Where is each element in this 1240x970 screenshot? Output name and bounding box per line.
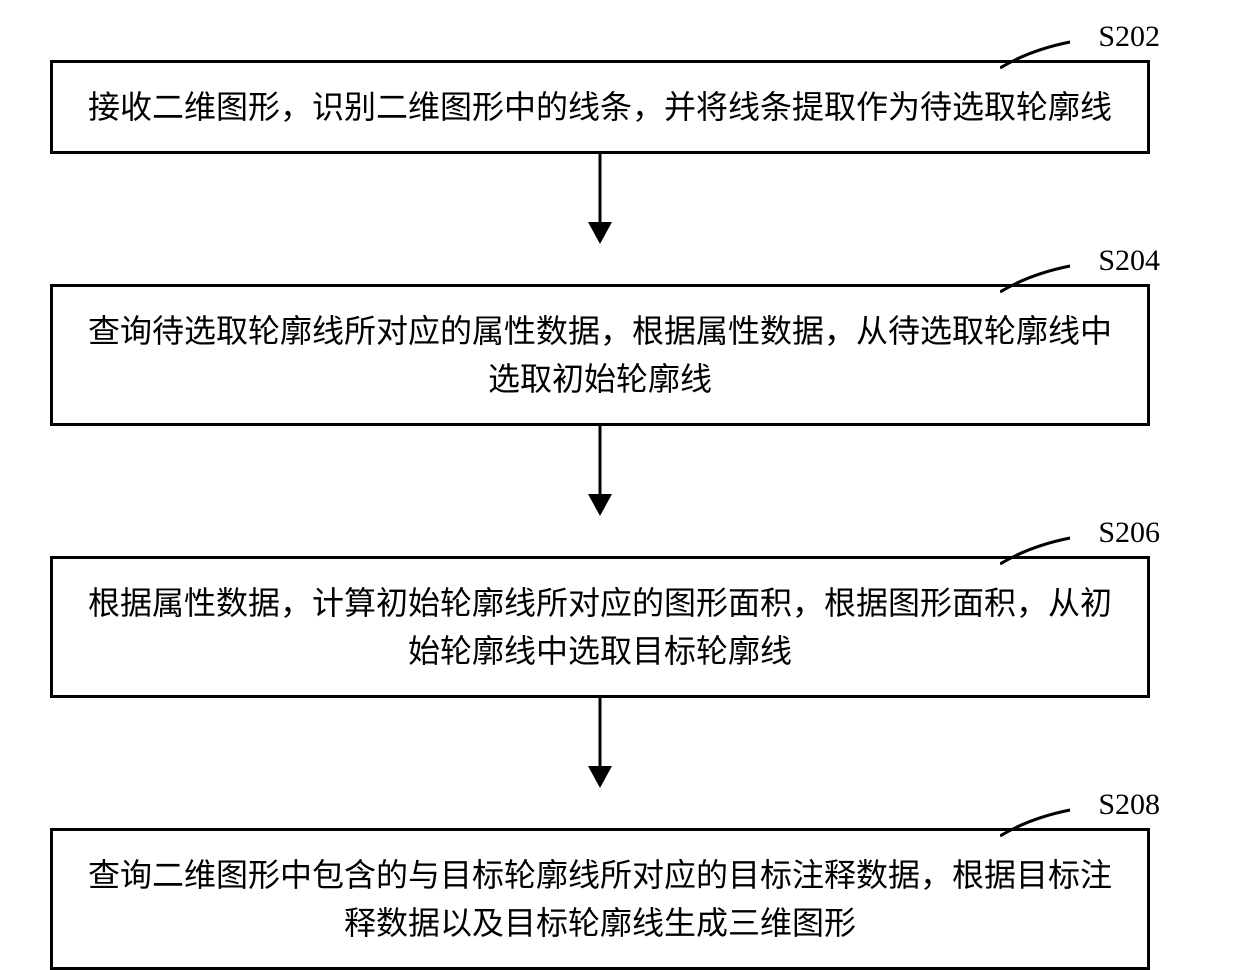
step-tick-mark — [1000, 40, 1090, 70]
flowchart-container: S202 接收二维图形，识别二维图形中的线条，并将线条提取作为待选取轮廓线 S2… — [50, 20, 1190, 970]
step-tick-mark — [1000, 264, 1090, 294]
step-text: 查询待选取轮廓线所对应的属性数据，根据属性数据，从待选取轮廓线中选取初始轮廓线 — [88, 313, 1112, 397]
step-box-s206: 根据属性数据，计算初始轮廓线所对应的图形面积，根据图形面积，从初始轮廓线中选取目… — [50, 556, 1150, 698]
step-label: S204 — [1098, 244, 1160, 278]
arrow-head-icon — [588, 222, 612, 244]
step-label: S208 — [1098, 788, 1160, 822]
step-text: 根据属性数据，计算初始轮廓线所对应的图形面积，根据图形面积，从初始轮廓线中选取目… — [88, 585, 1112, 669]
step-tick-mark — [1000, 808, 1090, 838]
flow-arrow — [50, 426, 1150, 516]
flow-arrow — [50, 154, 1150, 244]
step-tick-mark — [1000, 536, 1090, 566]
arrow-line — [599, 698, 602, 768]
flow-step: S206 根据属性数据，计算初始轮廓线所对应的图形面积，根据图形面积，从初始轮廓… — [50, 556, 1190, 698]
flow-step: S204 查询待选取轮廓线所对应的属性数据，根据属性数据，从待选取轮廓线中选取初… — [50, 284, 1190, 426]
arrow-head-icon — [588, 766, 612, 788]
step-box-s204: 查询待选取轮廓线所对应的属性数据，根据属性数据，从待选取轮廓线中选取初始轮廓线 — [50, 284, 1150, 426]
step-label: S206 — [1098, 516, 1160, 550]
arrow-line — [599, 426, 602, 496]
step-box-s202: 接收二维图形，识别二维图形中的线条，并将线条提取作为待选取轮廓线 — [50, 60, 1150, 154]
arrow-head-icon — [588, 494, 612, 516]
step-label: S202 — [1098, 20, 1160, 54]
arrow-line — [599, 154, 602, 224]
flow-step: S202 接收二维图形，识别二维图形中的线条，并将线条提取作为待选取轮廓线 — [50, 60, 1190, 154]
flow-arrow — [50, 698, 1150, 788]
step-text: 查询二维图形中包含的与目标轮廓线所对应的目标注释数据，根据目标注释数据以及目标轮… — [88, 857, 1112, 941]
step-text: 接收二维图形，识别二维图形中的线条，并将线条提取作为待选取轮廓线 — [88, 89, 1112, 125]
